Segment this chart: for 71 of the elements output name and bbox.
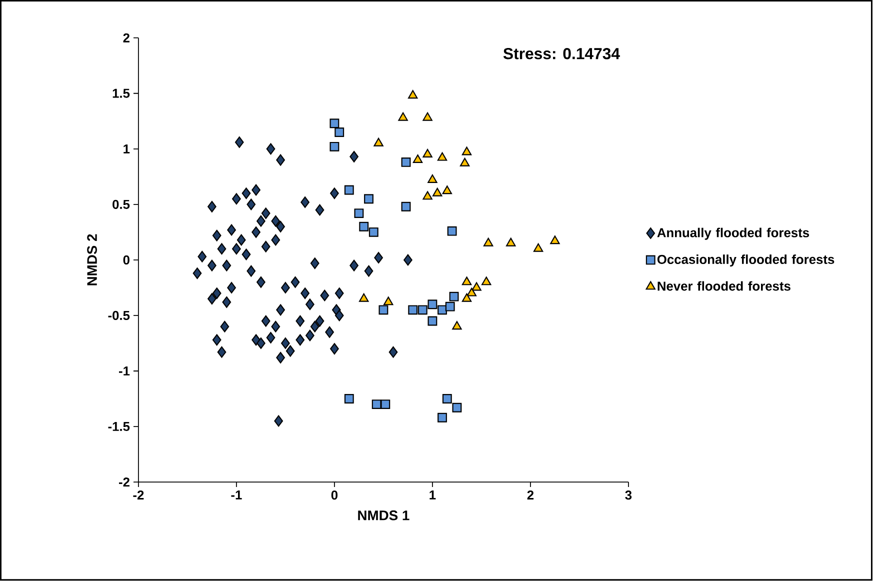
point xyxy=(452,321,462,330)
point xyxy=(380,400,390,410)
point xyxy=(428,174,438,184)
point xyxy=(384,296,394,306)
y-tick-label: 0.5 xyxy=(112,200,130,210)
y-tick-label: 1 xyxy=(124,144,130,154)
point xyxy=(374,138,384,147)
point xyxy=(482,276,492,286)
point xyxy=(330,118,340,128)
point xyxy=(368,228,378,238)
y-tick-label: 0 xyxy=(123,256,130,265)
point xyxy=(472,282,482,291)
point xyxy=(432,188,442,197)
point xyxy=(428,316,438,326)
point xyxy=(401,158,411,168)
y-tick-label: -1 xyxy=(119,366,130,376)
y-tick-label: -0.5 xyxy=(108,311,130,320)
point xyxy=(334,128,344,138)
point xyxy=(466,288,476,296)
x-tick-label: 3 xyxy=(625,490,632,500)
legend-label: Never flooded forests xyxy=(658,281,790,291)
point xyxy=(372,400,382,410)
point xyxy=(354,208,364,218)
y-tick-label: -1.5 xyxy=(108,422,130,432)
point xyxy=(449,292,459,302)
point xyxy=(445,302,455,312)
point xyxy=(344,185,354,195)
x-tick-label: 0 xyxy=(331,490,338,500)
y-axis-title: NMDS 2 xyxy=(87,234,97,286)
point xyxy=(438,305,447,315)
point xyxy=(364,194,374,204)
point xyxy=(422,149,432,158)
point xyxy=(437,152,448,161)
point xyxy=(418,305,428,315)
point xyxy=(378,305,388,315)
point xyxy=(330,142,340,152)
point xyxy=(452,403,462,413)
point xyxy=(359,222,369,232)
point xyxy=(344,394,354,404)
point xyxy=(412,154,423,164)
point xyxy=(462,293,472,302)
point xyxy=(447,226,457,236)
point xyxy=(506,238,516,246)
point xyxy=(401,202,411,212)
point xyxy=(460,158,470,167)
x-tick-label: 2 xyxy=(527,490,534,500)
point xyxy=(438,413,447,423)
x-tick-label: 1 xyxy=(430,490,436,500)
point xyxy=(483,238,494,246)
point xyxy=(398,112,408,121)
point xyxy=(359,293,369,302)
point xyxy=(422,112,432,121)
point xyxy=(422,191,432,200)
y-tick-label: 2 xyxy=(123,34,130,43)
x-axis-title: NMDS 1 xyxy=(358,510,410,520)
x-tick-label: -2 xyxy=(133,490,144,500)
y-tick-label: 1.5 xyxy=(112,89,130,98)
point xyxy=(462,276,472,286)
point xyxy=(442,394,452,404)
x-tick-label: -1 xyxy=(231,490,242,500)
y-tick-label: -2 xyxy=(119,478,130,487)
point xyxy=(462,146,472,156)
legend-label: Occasionally flooded forests xyxy=(657,254,834,267)
point xyxy=(533,244,544,252)
annotation: Stress: 0.14734 xyxy=(503,48,620,60)
point xyxy=(408,305,418,315)
point xyxy=(408,90,418,99)
point xyxy=(428,300,438,310)
point xyxy=(550,236,560,244)
point xyxy=(442,186,452,194)
legend-label: Annually flooded forests xyxy=(657,228,810,240)
